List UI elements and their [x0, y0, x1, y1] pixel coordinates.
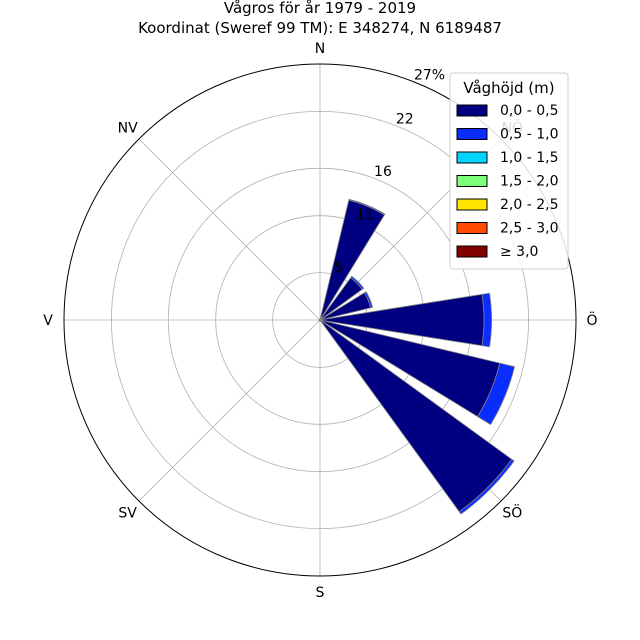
compass-label: SÖ [502, 503, 522, 521]
legend-swatch [456, 222, 488, 234]
radial-tick-label: 22 [396, 111, 414, 127]
compass-label: NV [118, 121, 138, 137]
legend-box [449, 72, 569, 270]
legend-swatch [456, 198, 488, 211]
radial-tick-label: 11 [356, 208, 374, 224]
compass-label: SV [118, 505, 137, 521]
radial-tick-label: 5 [334, 260, 343, 276]
legend-swatch [456, 151, 488, 164]
chart-title: Vågros för år 1979 - 2019 [223, 0, 417, 17]
radial-tick-label: 27% [414, 67, 445, 83]
outer-ring [63, 63, 577, 577]
compass-label: V [43, 313, 53, 329]
rose-bar-segment [363, 291, 374, 309]
legend-swatch [456, 128, 488, 140]
legend-label: 2,5 - 3,0 [500, 221, 558, 237]
legend-label: 0,0 - 0,5 [500, 103, 558, 119]
chart-subtitle: Koordinat (Sweref 99 TM): E 348274, N 61… [138, 19, 502, 37]
rose-bar-segment [481, 292, 492, 348]
grid-spoke [138, 138, 321, 321]
legend-label: ≥ 3,0 [500, 244, 538, 260]
rose-bar-segment [477, 362, 516, 426]
legend-label: 1,5 - 2,0 [500, 174, 558, 190]
rose-bars [318, 198, 516, 515]
legend-swatch [456, 175, 488, 187]
compass-label: Ö [586, 311, 597, 329]
compass-label: N [315, 41, 325, 57]
legend-label: 2,0 - 2,5 [500, 197, 558, 213]
compass-label: S [316, 585, 325, 601]
grid-spoke [138, 319, 321, 502]
radial-tick-labels: 5 11 16 22 27% [334, 67, 445, 276]
radial-tick-label: 16 [374, 164, 392, 180]
rose-bar-segment [348, 198, 386, 216]
rose-bar-segment [458, 458, 515, 515]
legend-label: 1,0 - 1,5 [500, 150, 558, 166]
legend-swatch [456, 245, 488, 258]
rose-bar-segment [350, 275, 365, 290]
legend-title: Våghöjd (m) [463, 79, 554, 97]
legend-swatch [456, 104, 488, 117]
legend-label: 0,5 - 1,0 [500, 127, 558, 143]
legend: Våghöjd (m) 0,0 - 0,5 0,5 - 1,0 1,0 - 1,5 1,… [449, 72, 569, 270]
